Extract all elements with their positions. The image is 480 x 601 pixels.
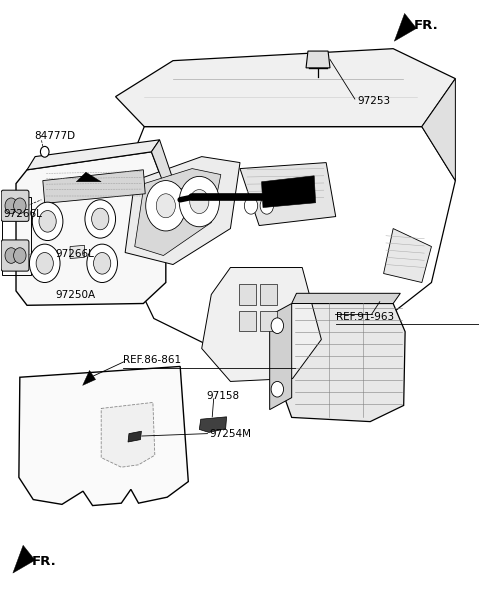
Text: FR.: FR. [32, 555, 57, 568]
Polygon shape [27, 140, 159, 170]
Circle shape [271, 382, 284, 397]
Polygon shape [152, 140, 173, 189]
Text: 84777D: 84777D [34, 130, 75, 141]
Polygon shape [260, 311, 277, 331]
Text: REF.91-963: REF.91-963 [336, 313, 394, 322]
Polygon shape [292, 293, 400, 304]
Text: 97266L: 97266L [56, 249, 95, 258]
Circle shape [5, 248, 17, 263]
Circle shape [179, 176, 219, 227]
Circle shape [156, 194, 175, 218]
Circle shape [36, 252, 53, 274]
Polygon shape [239, 284, 256, 305]
Polygon shape [70, 245, 84, 258]
Circle shape [94, 252, 111, 274]
Polygon shape [76, 172, 101, 182]
Polygon shape [199, 417, 227, 432]
Polygon shape [306, 51, 330, 68]
Circle shape [87, 244, 118, 282]
Polygon shape [262, 175, 316, 207]
Polygon shape [43, 170, 145, 203]
Polygon shape [125, 127, 456, 352]
Polygon shape [260, 284, 277, 305]
Text: 97266L: 97266L [3, 209, 42, 219]
Polygon shape [19, 367, 188, 505]
Polygon shape [384, 228, 432, 282]
Circle shape [32, 202, 63, 240]
Polygon shape [101, 403, 155, 467]
Polygon shape [270, 304, 292, 410]
Polygon shape [83, 370, 96, 385]
Polygon shape [283, 304, 405, 422]
Circle shape [271, 318, 284, 334]
Text: 97254M: 97254M [209, 429, 251, 439]
FancyBboxPatch shape [1, 240, 29, 271]
Text: REF.86-861: REF.86-861 [123, 355, 181, 365]
Polygon shape [125, 157, 240, 264]
Text: 97158: 97158 [206, 391, 240, 401]
Polygon shape [240, 163, 336, 225]
Polygon shape [16, 152, 166, 305]
Circle shape [244, 197, 258, 214]
Circle shape [190, 189, 209, 213]
Circle shape [29, 244, 60, 282]
Polygon shape [116, 49, 456, 127]
Circle shape [85, 200, 116, 238]
Circle shape [13, 198, 26, 213]
Circle shape [260, 197, 274, 214]
Text: 97250A: 97250A [56, 290, 96, 299]
Text: FR.: FR. [413, 19, 438, 32]
Polygon shape [135, 169, 221, 255]
Polygon shape [202, 267, 322, 382]
Circle shape [92, 208, 109, 230]
Text: 97253: 97253 [357, 96, 390, 106]
Polygon shape [128, 431, 142, 442]
Circle shape [39, 210, 56, 232]
Polygon shape [13, 545, 35, 573]
Polygon shape [239, 311, 256, 331]
Polygon shape [394, 13, 417, 41]
FancyBboxPatch shape [1, 190, 29, 221]
Circle shape [13, 248, 26, 263]
Circle shape [40, 147, 49, 157]
Circle shape [146, 180, 186, 231]
Polygon shape [422, 79, 456, 180]
Circle shape [5, 198, 17, 213]
